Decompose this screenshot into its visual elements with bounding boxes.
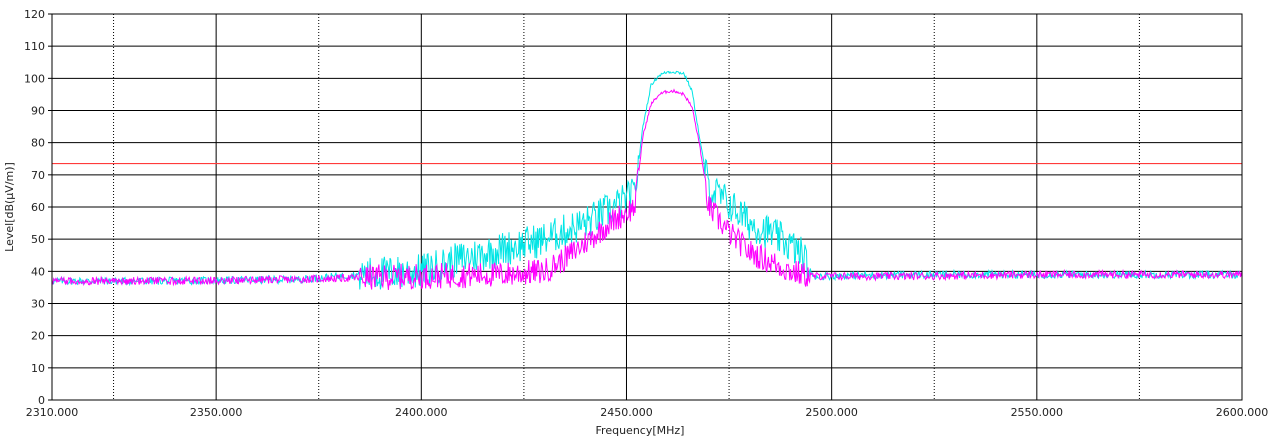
series-group <box>51 70 1243 290</box>
x-tick-label: 2550.000 <box>1011 406 1064 419</box>
y-tick-label: 20 <box>31 330 45 343</box>
x-tick-label: 2450.000 <box>600 406 653 419</box>
y-tick-label: 80 <box>31 137 45 150</box>
y-tick-label: 120 <box>24 8 45 21</box>
series-trace-1 <box>51 70 1243 290</box>
grid <box>51 13 1243 401</box>
y-axis-ticks: 0 10 20 30 40 50 60 70 80 90 100 110 120 <box>24 8 52 407</box>
x-axis-ticks: 2310.000 2350.000 2400.000 2450.000 2500.000… <box>26 406 1269 419</box>
y-tick-label: 0 <box>38 394 45 407</box>
x-tick-label: 2310.000 <box>26 406 79 419</box>
y-tick-label: 60 <box>31 201 45 214</box>
y-tick-label: 90 <box>31 105 45 118</box>
x-tick-label: 2350.000 <box>190 406 243 419</box>
y-tick-label: 40 <box>31 265 45 278</box>
y-tick-label: 10 <box>31 362 45 375</box>
y-tick-label: 50 <box>31 233 45 246</box>
x-tick-label: 2400.000 <box>395 406 448 419</box>
y-tick-label: 70 <box>31 169 45 182</box>
series-trace-2 <box>51 88 1243 290</box>
x-tick-label: 2600.000 <box>1216 406 1269 419</box>
y-axis-label: Level[dB(µV/m)] <box>3 162 16 252</box>
y-tick-label: 100 <box>24 72 45 85</box>
x-axis-label: Frequency[MHz] <box>596 424 685 437</box>
y-tick-label: 30 <box>31 298 45 311</box>
x-tick-label: 2500.000 <box>805 406 858 419</box>
y-tick-label: 110 <box>24 40 45 53</box>
